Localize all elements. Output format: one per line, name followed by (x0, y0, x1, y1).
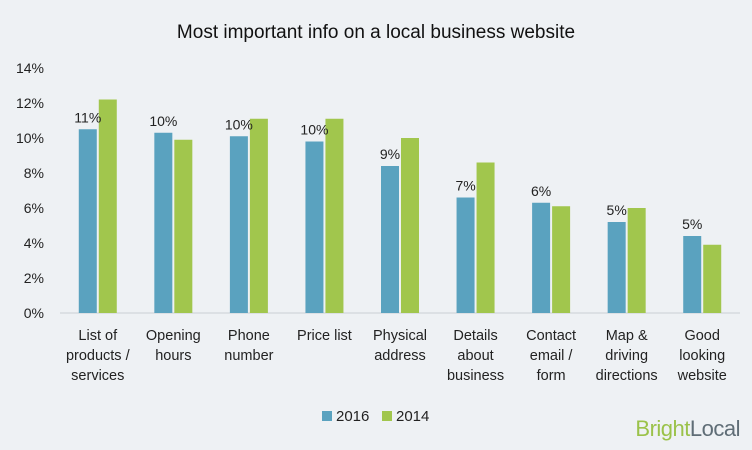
y-tick-label: 2% (24, 270, 44, 286)
bar-group (305, 118, 344, 313)
data-label: 10% (149, 113, 177, 129)
legend: 2016 2014 (322, 408, 429, 425)
y-tick-label: 8% (24, 165, 44, 181)
bar-2016 (456, 197, 475, 313)
bar-2014 (401, 138, 419, 313)
bar-2014 (627, 208, 646, 313)
bar-2016 (381, 166, 399, 313)
y-tick-label: 0% (24, 305, 44, 321)
x-axis: List of products / services Opening hours Pho… (66, 328, 727, 384)
y-tick-label: 10% (16, 130, 44, 146)
data-label: 5% (682, 216, 702, 232)
bar-2016 (683, 236, 702, 313)
bar-2016 (607, 222, 626, 313)
data-label: 7% (455, 178, 475, 194)
data-label: 10% (225, 116, 253, 132)
y-tick-label: 12% (16, 95, 44, 111)
x-tick-label: Good looking website (677, 328, 727, 384)
bar-2014 (174, 139, 193, 313)
brightlocal-logo: BrightLocal (635, 416, 740, 441)
x-tick-label: Price list (297, 328, 352, 344)
bar-2016 (532, 202, 551, 313)
x-tick-label: Details about business (447, 328, 504, 384)
bar-2016 (305, 141, 324, 313)
bar-2014 (703, 244, 722, 313)
y-tick-label: 6% (24, 200, 44, 216)
bar-2016 (78, 129, 97, 313)
y-tick-label: 14% (16, 60, 44, 76)
legend-item-2016: 2016 (322, 408, 369, 425)
bar-group (78, 99, 117, 313)
x-tick-label: Opening hours (146, 328, 201, 364)
bar-group (229, 118, 268, 313)
data-label: 11% (74, 109, 101, 125)
bars (78, 99, 722, 313)
legend-swatch (322, 411, 332, 421)
legend-swatch (382, 411, 392, 421)
bar-2014 (325, 118, 344, 313)
bar-2016 (154, 132, 173, 313)
bar-2014 (98, 99, 117, 313)
bar-group (532, 202, 571, 313)
x-tick-label: List of products / services (66, 328, 131, 384)
data-label: 5% (607, 202, 627, 218)
legend-item-2014: 2014 (382, 408, 429, 425)
legend-label: 2016 (336, 408, 369, 425)
chart-title: Most important info on a local business … (177, 22, 575, 43)
x-tick-label: Map & driving directions (596, 328, 658, 384)
y-axis: 0% 2% 4% 6% 8% 10% 12% 14% (16, 60, 740, 321)
x-tick-label: Phone number (224, 328, 273, 364)
data-label: 6% (531, 183, 551, 199)
bar-2014 (552, 206, 571, 313)
y-tick-label: 4% (24, 235, 44, 251)
data-label: 10% (300, 122, 328, 138)
bar-2014 (476, 162, 495, 313)
bar-group (154, 132, 193, 313)
bar-2014 (249, 118, 268, 313)
bar-group (607, 208, 646, 313)
bar-group (456, 162, 495, 313)
data-label: 9% (380, 146, 400, 162)
x-tick-label: Contact email / form (526, 328, 576, 384)
bar-2016 (229, 136, 248, 313)
legend-label: 2014 (396, 408, 429, 425)
x-tick-label: Physical address (373, 328, 427, 364)
bar-group (381, 138, 419, 313)
data-labels: 11% 10% 10% 10% 9% 7% 6% 5% 5% (74, 109, 702, 232)
bar-group (683, 236, 722, 313)
